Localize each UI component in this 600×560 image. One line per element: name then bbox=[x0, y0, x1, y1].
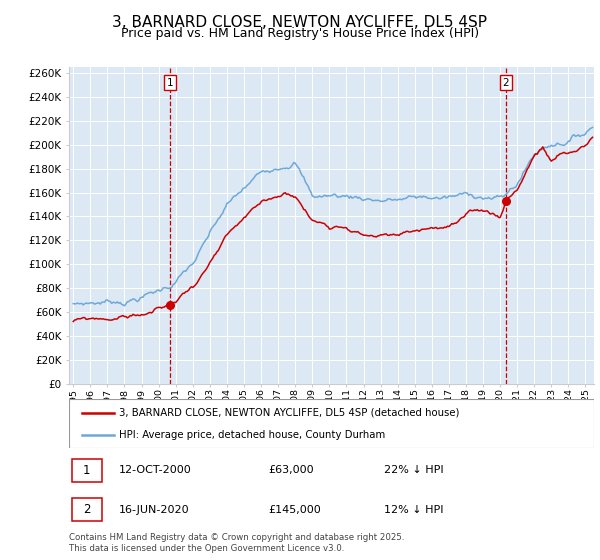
Text: 3, BARNARD CLOSE, NEWTON AYCLIFFE, DL5 4SP (detached house): 3, BARNARD CLOSE, NEWTON AYCLIFFE, DL5 4… bbox=[119, 408, 460, 418]
Text: 12-OCT-2000: 12-OCT-2000 bbox=[119, 465, 191, 475]
Text: 3, BARNARD CLOSE, NEWTON AYCLIFFE, DL5 4SP: 3, BARNARD CLOSE, NEWTON AYCLIFFE, DL5 4… bbox=[113, 15, 487, 30]
Text: £145,000: £145,000 bbox=[269, 505, 321, 515]
Text: 2: 2 bbox=[83, 503, 91, 516]
Text: Contains HM Land Registry data © Crown copyright and database right 2025.
This d: Contains HM Land Registry data © Crown c… bbox=[69, 533, 404, 553]
Text: HPI: Average price, detached house, County Durham: HPI: Average price, detached house, Coun… bbox=[119, 430, 385, 440]
Text: Price paid vs. HM Land Registry's House Price Index (HPI): Price paid vs. HM Land Registry's House … bbox=[121, 27, 479, 40]
Text: 12% ↓ HPI: 12% ↓ HPI bbox=[384, 505, 443, 515]
Text: 22% ↓ HPI: 22% ↓ HPI bbox=[384, 465, 443, 475]
FancyBboxPatch shape bbox=[71, 459, 102, 482]
Text: 1: 1 bbox=[167, 78, 173, 88]
Text: 16-JUN-2020: 16-JUN-2020 bbox=[119, 505, 190, 515]
Text: 1: 1 bbox=[83, 464, 91, 477]
FancyBboxPatch shape bbox=[69, 399, 594, 448]
Text: 2: 2 bbox=[502, 78, 509, 88]
Text: £63,000: £63,000 bbox=[269, 465, 314, 475]
FancyBboxPatch shape bbox=[71, 498, 102, 521]
